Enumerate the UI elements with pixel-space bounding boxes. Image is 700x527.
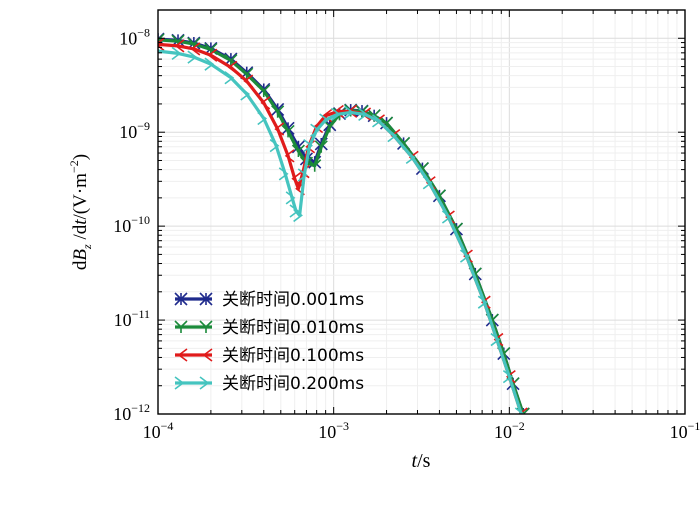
series bbox=[158, 46, 525, 414]
data-point bbox=[224, 71, 235, 85]
x-tick-label: 10−4 bbox=[143, 419, 174, 442]
x-tick-label: 10−3 bbox=[318, 419, 349, 442]
data-point bbox=[257, 84, 271, 97]
data-point bbox=[477, 295, 488, 309]
data-point bbox=[387, 128, 398, 143]
data-point bbox=[199, 292, 213, 306]
legend-item: 关断时间0.010ms bbox=[174, 318, 364, 338]
data-point bbox=[171, 46, 182, 61]
data-point bbox=[291, 172, 302, 186]
data-point bbox=[405, 150, 416, 164]
legend: 关断时间0.001ms 关断时间0.010ms 关断时间0.100ms 关断时间0.2… bbox=[174, 290, 364, 394]
data-point bbox=[269, 138, 280, 153]
data-point bbox=[257, 111, 268, 126]
legend-label: 关断时间0.100ms bbox=[222, 346, 364, 366]
data-point bbox=[493, 332, 504, 347]
axis-ticks: 10−4 10−3 10−2 10−1 10−12 10−11 10−10 10−9 10−8 bbox=[113, 9, 700, 442]
data-point bbox=[174, 292, 188, 306]
data-point bbox=[243, 74, 254, 88]
data-point bbox=[308, 159, 322, 172]
y-tick-label: 10−12 bbox=[113, 401, 150, 424]
data-point bbox=[303, 138, 313, 153]
data-point bbox=[174, 320, 188, 333]
series-group bbox=[158, 32, 530, 414]
data-point bbox=[323, 119, 337, 133]
data-point bbox=[158, 48, 162, 54]
legend-item: 关断时间0.200ms bbox=[174, 374, 364, 394]
data-point bbox=[240, 87, 251, 101]
data-point bbox=[285, 191, 296, 205]
data-point bbox=[344, 105, 355, 120]
data-point bbox=[422, 176, 433, 190]
data-point bbox=[514, 407, 525, 414]
y-tick-label: 10−9 bbox=[119, 119, 150, 142]
data-point bbox=[297, 168, 308, 182]
data-point bbox=[177, 348, 188, 362]
data-point bbox=[174, 376, 185, 390]
data-point bbox=[174, 39, 185, 53]
y-tick-label: 10−10 bbox=[113, 213, 150, 236]
data-point bbox=[284, 149, 295, 163]
data-point bbox=[278, 167, 289, 181]
legend-item: 关断时间0.100ms bbox=[175, 346, 364, 366]
data-point bbox=[330, 107, 341, 121]
data-point bbox=[274, 122, 285, 136]
legend-label: 关断时间0.001ms bbox=[222, 290, 364, 310]
data-point bbox=[358, 107, 368, 121]
legend-item: 关断时间0.001ms bbox=[174, 290, 364, 310]
data-point bbox=[207, 48, 218, 62]
data-point bbox=[441, 210, 452, 224]
y-tick-label: 10−8 bbox=[119, 25, 150, 48]
data-point bbox=[158, 37, 165, 52]
data-point bbox=[227, 60, 238, 75]
data-point bbox=[187, 50, 198, 64]
data-point bbox=[480, 295, 491, 309]
data-point bbox=[505, 369, 516, 384]
data-point bbox=[293, 208, 303, 223]
data-point bbox=[204, 57, 215, 71]
data-point bbox=[199, 320, 213, 333]
data-point bbox=[314, 140, 328, 153]
data-point bbox=[291, 144, 305, 158]
data-point bbox=[319, 113, 329, 127]
legend-label: 关断时间0.010ms bbox=[222, 318, 364, 338]
data-point bbox=[459, 249, 470, 263]
data-point bbox=[310, 123, 320, 137]
data-point bbox=[158, 33, 165, 46]
data-point bbox=[372, 114, 382, 128]
y-tick-label: 10−11 bbox=[114, 307, 150, 330]
y-axis-label: dBz /dt/(V·m−2) bbox=[67, 154, 94, 270]
plot-frame bbox=[157, 9, 686, 415]
x-tick-label: 10−1 bbox=[670, 419, 700, 442]
data-point bbox=[490, 332, 501, 347]
data-point bbox=[281, 124, 295, 138]
x-axis-label: t/s bbox=[412, 450, 431, 472]
data-point bbox=[289, 204, 300, 218]
data-point bbox=[199, 376, 210, 390]
data-point bbox=[202, 348, 213, 362]
legend-label: 关断时间0.200ms bbox=[222, 374, 364, 394]
data-point bbox=[517, 407, 528, 414]
data-point bbox=[463, 249, 473, 263]
data-point bbox=[190, 42, 201, 56]
data-point bbox=[260, 96, 271, 110]
data-point bbox=[271, 105, 285, 118]
grid bbox=[157, 9, 685, 415]
data-point bbox=[502, 369, 513, 384]
x-tick-label: 10−2 bbox=[494, 419, 525, 442]
